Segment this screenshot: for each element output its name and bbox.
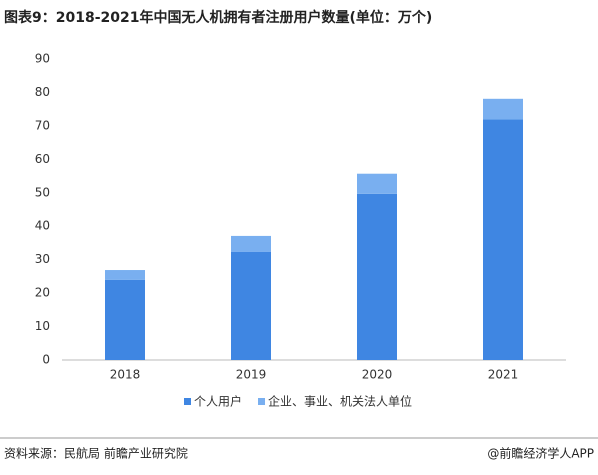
source: 资料来源：民航局 前瞻产业研究院	[4, 446, 188, 461]
x-tick-label: 2018	[110, 368, 141, 382]
y-tick-label: 20	[35, 286, 50, 300]
y-tick-label: 60	[35, 152, 50, 166]
x-tick-label: 2021	[488, 368, 519, 382]
bar-segment	[357, 173, 397, 194]
credit: @前瞻经济学人APP	[487, 446, 594, 461]
bar-segment	[357, 193, 397, 360]
y-tick-label: 30	[35, 252, 50, 266]
y-tick-label: 0	[42, 353, 50, 367]
y-tick-label: 10	[35, 319, 50, 333]
legend-label: 企业、事业、机关法人单位	[268, 394, 412, 409]
y-tick-label: 80	[35, 85, 50, 99]
y-tick-label: 90	[35, 52, 50, 66]
bar-segment	[231, 251, 271, 360]
bar-segment	[231, 235, 271, 252]
chart-title: 图表9：2018-2021年中国无人机拥有者注册用户数量(单位：万个)	[4, 9, 432, 26]
y-tick-label: 50	[35, 185, 50, 199]
x-tick-label: 2020	[362, 368, 393, 382]
bar-segment	[105, 279, 145, 360]
x-tick-label: 2019	[236, 368, 267, 382]
legend-swatch	[258, 398, 266, 405]
bar-segment	[483, 119, 523, 360]
legend-swatch	[184, 398, 191, 405]
y-tick-label: 40	[35, 219, 50, 233]
bar-segment	[483, 98, 523, 120]
bar-segment	[105, 270, 145, 280]
legend-label: 个人用户	[194, 394, 242, 409]
y-tick-label: 70	[35, 118, 50, 132]
